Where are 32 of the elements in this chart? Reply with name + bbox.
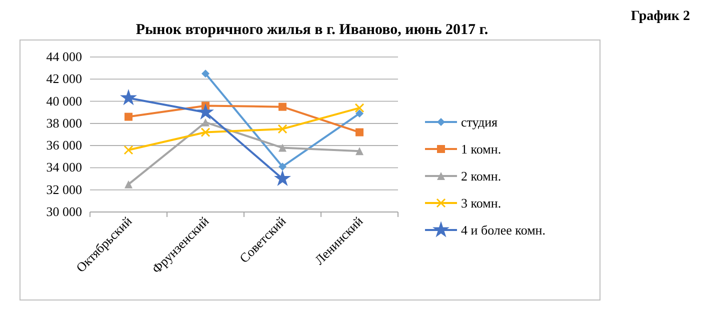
point — [354, 103, 364, 113]
legend-label: 2 комн. — [461, 168, 502, 184]
point — [278, 144, 286, 152]
legend-label: 4 и более комн. — [461, 222, 546, 238]
legend-label: 1 комн. — [461, 142, 502, 156]
point — [356, 109, 364, 118]
point — [198, 104, 213, 119]
legend-label: студия — [461, 114, 498, 130]
y-tick-label: 38 000 — [46, 115, 82, 130]
y-tick-label: 42 000 — [46, 71, 82, 86]
legend-label: 3 комн. — [461, 196, 502, 210]
point — [202, 70, 210, 78]
text: График 2 — [630, 9, 690, 24]
y-tick-label: 30 000 — [46, 204, 82, 219]
point — [202, 118, 210, 126]
y-tick-label: 44 000 — [46, 49, 82, 64]
point — [124, 145, 134, 155]
y-tick-label: 36 000 — [46, 138, 82, 153]
y-tick-label: 40 000 — [46, 93, 82, 108]
point — [121, 90, 136, 104]
point — [124, 112, 132, 121]
point — [278, 124, 288, 134]
chart-title: Рынок вторичного жилья в г. Иваново, июнь 2017 г. — [136, 22, 488, 38]
y-tick-label: 32 000 — [46, 182, 82, 197]
point — [356, 147, 364, 156]
point — [275, 170, 290, 186]
point — [356, 128, 364, 136]
point — [278, 162, 286, 171]
point — [200, 128, 210, 138]
point — [278, 102, 286, 111]
y-tick-label: 34 000 — [46, 160, 82, 175]
point — [124, 180, 132, 188]
